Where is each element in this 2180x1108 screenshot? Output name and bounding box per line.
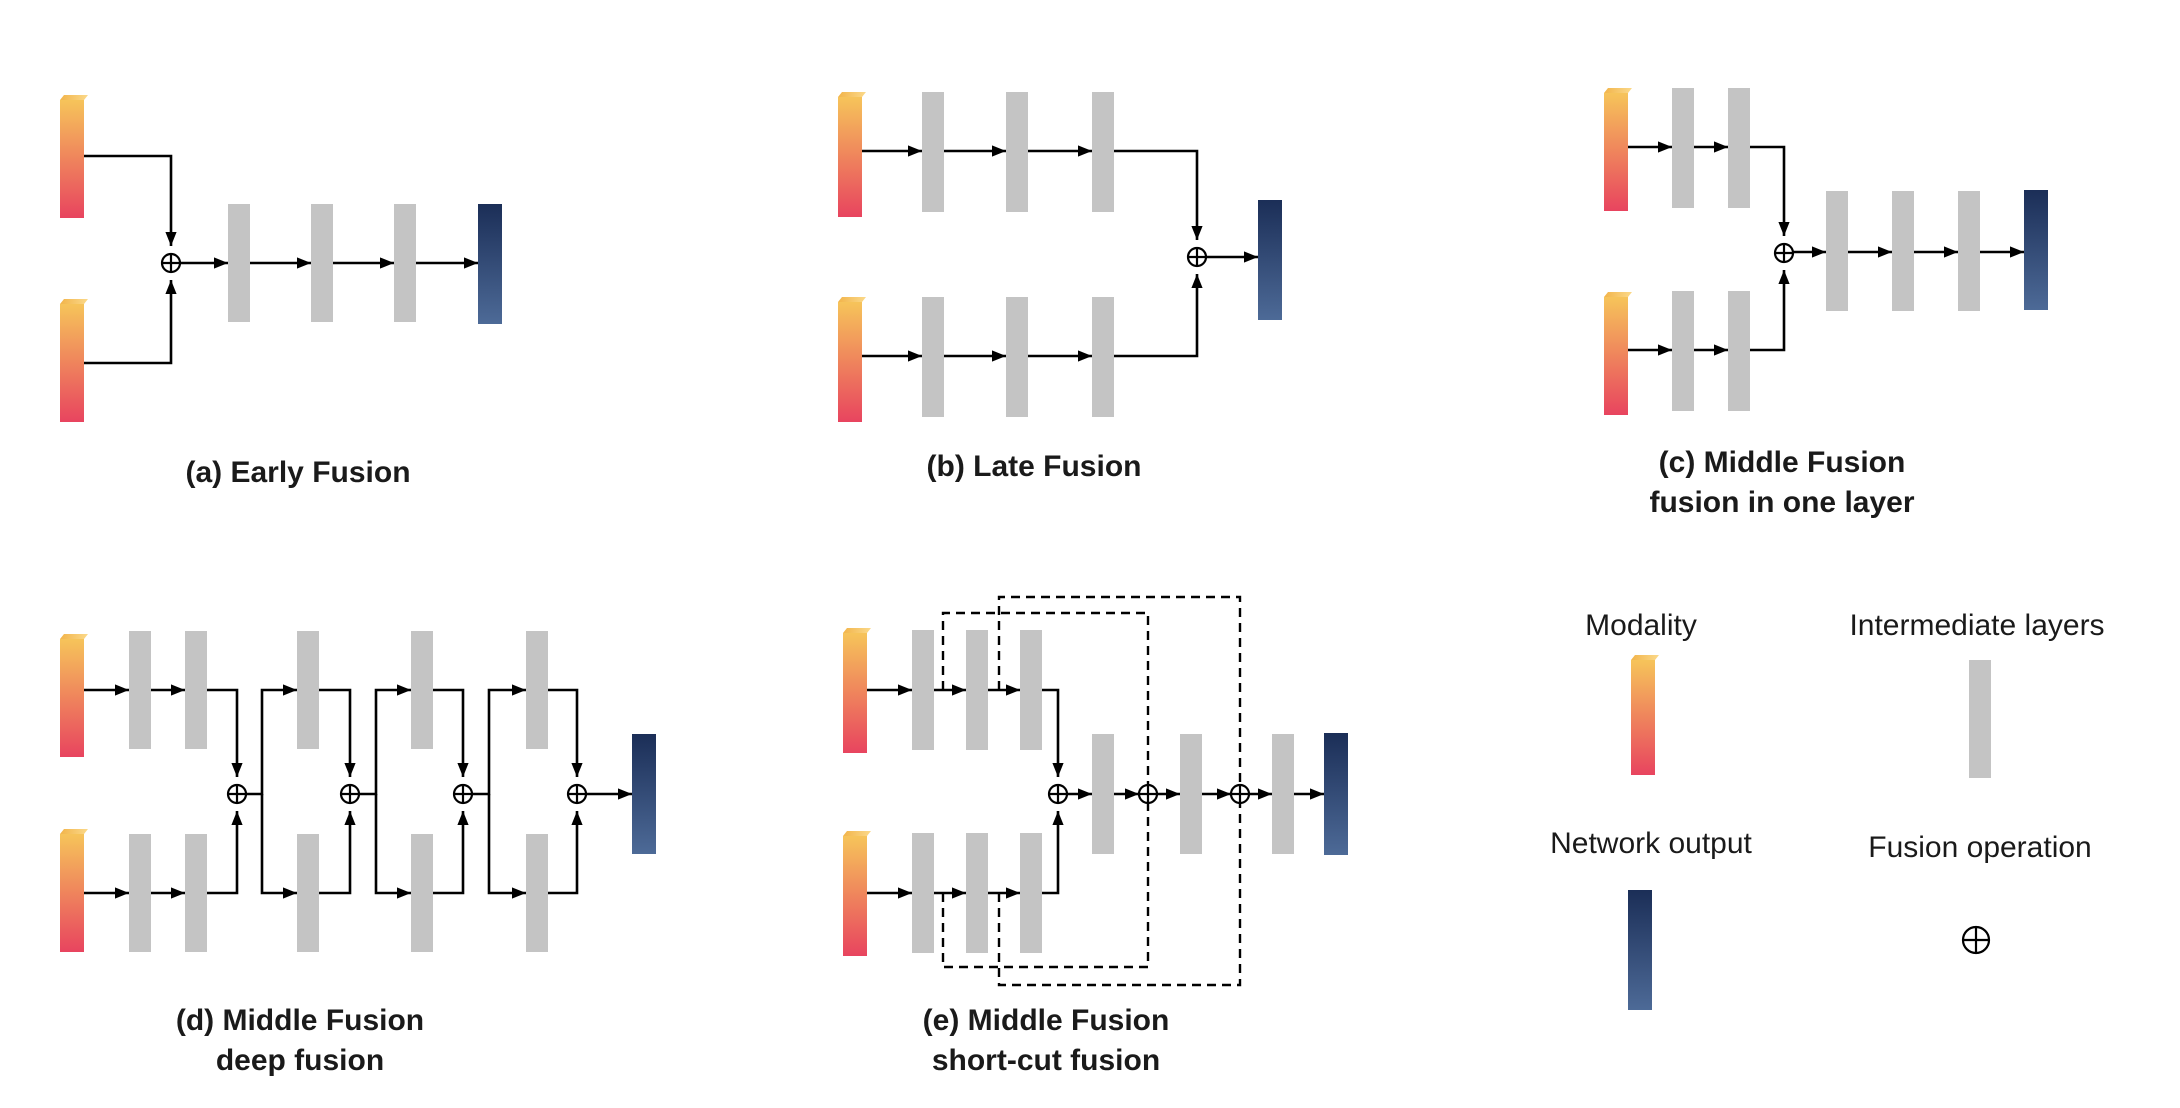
intermediate-layer [966, 630, 988, 750]
legend: Modality Intermediate layers Network out… [1550, 609, 2105, 1010]
intermediate-layer [1892, 191, 1914, 311]
caption-e-line2: short-cut fusion [932, 1044, 1160, 1077]
caption-c-line2: fusion in one layer [1649, 486, 1914, 519]
panel-e-middle-fusion-shortcut: (e) Middle Fusion short-cut fusion [843, 595, 1348, 1077]
fusion-operation-icon [1137, 783, 1159, 805]
shortcut-path [997, 595, 1242, 794]
network-output [478, 204, 502, 324]
legend-output-label: Network output [1550, 827, 1752, 860]
panel-a-early-fusion: (a) Early Fusion [60, 95, 502, 489]
network-output [632, 734, 656, 854]
panel-b-late-fusion: (b) Late Fusion [838, 92, 1282, 483]
network-output [1324, 733, 1348, 855]
intermediate-layer [1672, 88, 1694, 208]
intermediate-layer [185, 834, 207, 952]
legend-intermediate-label: Intermediate layers [1849, 609, 2104, 642]
fusion-operation-icon [1047, 783, 1069, 805]
intermediate-layer [129, 834, 151, 952]
modality-block [60, 634, 88, 757]
intermediate-layer [1020, 833, 1042, 953]
fusion-operation-icon [1773, 242, 1795, 264]
network-output [1258, 200, 1282, 320]
modality-block [838, 92, 866, 217]
legend-modality-swatch [1631, 655, 1659, 775]
fusion-operation-icon [160, 252, 182, 274]
panel-c-middle-fusion-one-layer: (c) Middle Fusion fusion in one layer [1604, 88, 2048, 519]
modality-block [60, 829, 88, 952]
intermediate-layer [912, 833, 934, 953]
intermediate-layer [411, 631, 433, 749]
modality-block [843, 628, 871, 753]
legend-modality-label: Modality [1585, 609, 1697, 642]
intermediate-layer [1180, 734, 1202, 854]
shortcut-path [997, 794, 1242, 987]
intermediate-layer [297, 631, 319, 749]
modality-block [60, 299, 88, 422]
intermediate-layer [1826, 191, 1848, 311]
intermediate-layer [1272, 734, 1294, 854]
fusion-operation-icon [1186, 246, 1208, 268]
network-output [2024, 190, 2048, 310]
intermediate-layer [1020, 630, 1042, 750]
intermediate-layer [912, 630, 934, 750]
caption-b: (b) Late Fusion [927, 450, 1142, 483]
fusion-operation-icon [339, 783, 361, 805]
modality-block [60, 95, 88, 218]
caption-d-line1: (d) Middle Fusion [176, 1004, 424, 1037]
intermediate-layer [1006, 297, 1028, 417]
legend-fusion-label: Fusion operation [1868, 831, 2091, 864]
legend-intermediate-swatch [1969, 660, 1991, 778]
intermediate-layer [1672, 291, 1694, 411]
shortcut-path [941, 794, 1150, 969]
intermediate-layer [129, 631, 151, 749]
modality-block [1604, 88, 1632, 211]
caption-a: (a) Early Fusion [185, 456, 410, 489]
caption-c-line1: (c) Middle Fusion [1659, 446, 1906, 479]
intermediate-layer [922, 297, 944, 417]
panel-d-middle-fusion-deep: (d) Middle Fusion deep fusion [60, 631, 656, 1077]
fusion-operation-icon [1229, 783, 1251, 805]
intermediate-layer [185, 631, 207, 749]
legend-output-swatch [1628, 890, 1652, 1010]
intermediate-layer [1728, 291, 1750, 411]
intermediate-layer [297, 834, 319, 952]
intermediate-layer [394, 204, 416, 322]
modality-block [838, 297, 866, 422]
fusion-operation-icon [452, 783, 474, 805]
intermediate-layer [526, 834, 548, 952]
intermediate-layer [1092, 92, 1114, 212]
fusion-operation-icon [1961, 925, 1991, 955]
intermediate-layer [966, 833, 988, 953]
intermediate-layer [411, 834, 433, 952]
intermediate-layer [526, 631, 548, 749]
caption-d-line2: deep fusion [216, 1044, 384, 1077]
caption-e-line1: (e) Middle Fusion [923, 1004, 1170, 1037]
modality-block [1604, 292, 1632, 415]
intermediate-layer [922, 92, 944, 212]
modality-block [843, 831, 871, 956]
intermediate-layer [1728, 88, 1750, 208]
shortcut-path [941, 611, 1150, 794]
intermediate-layer [1006, 92, 1028, 212]
intermediate-layer [1958, 191, 1980, 311]
fusion-operation-icon [566, 783, 588, 805]
intermediate-layer [1092, 297, 1114, 417]
fusion-operation-icon [226, 783, 248, 805]
intermediate-layer [1092, 734, 1114, 854]
intermediate-layer [228, 204, 250, 322]
intermediate-layer [311, 204, 333, 322]
